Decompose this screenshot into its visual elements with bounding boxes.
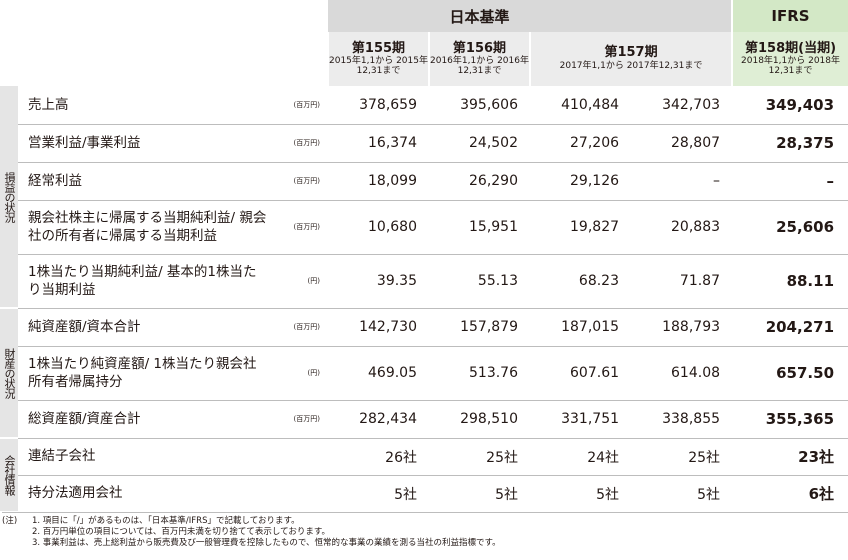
row-unit: (百万円) [268, 124, 328, 163]
row-label: 1株当たり純資産額/ 1株当たり親会社所有者帰属持分 [18, 346, 268, 401]
value-158: 349,403 [732, 86, 848, 125]
value-155: 16,374 [328, 124, 429, 163]
value-156: 25社 [429, 438, 530, 476]
value-157-jp: 27,206 [530, 124, 632, 163]
row-label: 持分法適用会社 [18, 475, 268, 513]
footnote-3: 3. 事業利益は、売上総利益から販売費及び一般管理費を控除したもので、恒常的な事… [32, 538, 501, 548]
row-label: 1株当たり当期純利益/ 基本的1株当たり当期利益 [18, 254, 268, 309]
table-row: 営業利益/事業利益 (百万円) 16,374 24,502 27,206 28,… [0, 124, 848, 163]
footnote-prefix: (注) [2, 516, 18, 526]
value-157-ifrs: – [631, 162, 733, 201]
value-157-jp: 19,827 [530, 200, 632, 255]
table-row: 1株当たり純資産額/ 1株当たり親会社所有者帰属持分 (円) 469.05 51… [0, 346, 848, 401]
value-158: 25,606 [732, 200, 848, 255]
financial-summary-table: 日本基準 IFRS 第155期 2015年1,1から 2015年12,31まで 第… [0, 0, 848, 513]
value-155: 378,659 [328, 86, 429, 125]
row-label: 親会社株主に帰属する当期純利益/ 親会社の所有者に帰属する当期利益 [18, 200, 268, 255]
row-unit [268, 475, 328, 513]
table-row: 財産の状況 純資産額/資本合計 (百万円) 142,730 157,879 18… [0, 308, 848, 439]
value-158: 657.50 [732, 346, 848, 401]
value-155: 282,434 [328, 400, 429, 439]
period-156: 第156期 2016年1,1から 2016年12,31まで [428, 32, 530, 86]
value-155: 142,730 [328, 308, 429, 347]
value-158: 23社 [732, 438, 848, 476]
row-label: 売上高 [18, 86, 268, 125]
value-156: 55.13 [429, 254, 530, 309]
ifrs-header: IFRS [731, 0, 848, 32]
value-158: 204,271 [732, 308, 848, 347]
row-unit: (百万円) [268, 200, 328, 255]
table-row: 損益の状況 売上高 (百万円) 378,659 395,606 410,484 … [0, 86, 848, 309]
period-157: 第157期 2017年1,1から 2017年12,31まで [528, 32, 733, 86]
row-unit: (円) [268, 254, 328, 309]
row-label: 経常利益 [18, 162, 268, 201]
value-156: 513.76 [429, 346, 530, 401]
row-unit [268, 438, 328, 476]
value-157-ifrs: 71.87 [631, 254, 733, 309]
value-157-jp: 24社 [530, 438, 632, 476]
value-156: 157,879 [429, 308, 530, 347]
table-row: 親会社株主に帰属する当期純利益/ 親会社の所有者に帰属する当期利益 (百万円) … [0, 200, 848, 255]
value-157-jp: 607.61 [530, 346, 632, 401]
value-155: 26社 [328, 438, 429, 476]
value-157-jp: 68.23 [530, 254, 632, 309]
value-157-ifrs: 338,855 [631, 400, 733, 439]
row-label: 総資産額/資産合計 [18, 400, 268, 439]
value-157-ifrs: 25社 [631, 438, 733, 476]
value-157-ifrs: 188,793 [631, 308, 733, 347]
section-profit-loss: 損益の状況 [0, 86, 18, 309]
value-158: 6社 [732, 475, 848, 513]
value-158: 88.11 [732, 254, 848, 309]
row-unit: (百万円) [268, 162, 328, 201]
row-label: 連結子会社 [18, 438, 268, 476]
footnotes: (注) 1. 項目に「/」があるものは、「日本基準/IFRS」で記載しております。… [2, 512, 848, 549]
value-157-ifrs: 20,883 [631, 200, 733, 255]
value-156: 26,290 [429, 162, 530, 201]
table-row: 経常利益 (百万円) 18,099 26,290 29,126 – – [0, 162, 848, 201]
value-157-jp: 29,126 [530, 162, 632, 201]
value-156: 395,606 [429, 86, 530, 125]
value-155: 5社 [328, 475, 429, 513]
table-row: 会社情報 連結子会社 26社 25社 24社 25社 23社 [0, 438, 848, 513]
value-156: 5社 [429, 475, 530, 513]
period-158: 第158期(当期) 2018年1,1から 2018年12,31まで [731, 32, 848, 86]
period-155: 第155期 2015年1,1から 2015年12,31まで [327, 32, 429, 86]
value-157-ifrs: 614.08 [631, 346, 733, 401]
value-158: – [732, 162, 848, 201]
table-row: 総資産額/資産合計 (百万円) 282,434 298,510 331,751 … [0, 400, 848, 439]
row-unit: (百万円) [268, 86, 328, 125]
value-156: 15,951 [429, 200, 530, 255]
footnote-1: (注) 1. 項目に「/」があるものは、「日本基準/IFRS」で記載しております。 [2, 516, 300, 526]
value-157-jp: 410,484 [530, 86, 632, 125]
table-row: 持分法適用会社 5社 5社 5社 5社 6社 [0, 475, 848, 513]
value-157-ifrs: 342,703 [631, 86, 733, 125]
value-157-ifrs: 5社 [631, 475, 733, 513]
header-row-systems: 日本基準 IFRS [0, 0, 848, 32]
value-157-jp: 187,015 [530, 308, 632, 347]
section-company: 会社情報 [0, 438, 18, 513]
value-155: 18,099 [328, 162, 429, 201]
value-155: 10,680 [328, 200, 429, 255]
value-157-jp: 331,751 [530, 400, 632, 439]
value-155: 39.35 [328, 254, 429, 309]
value-157-ifrs: 28,807 [631, 124, 733, 163]
value-158: 355,365 [732, 400, 848, 439]
value-157-jp: 5社 [530, 475, 632, 513]
value-158: 28,375 [732, 124, 848, 163]
value-156: 298,510 [429, 400, 530, 439]
row-label: 純資産額/資本合計 [18, 308, 268, 347]
value-156: 24,502 [429, 124, 530, 163]
footnote-2: 2. 百万円単位の項目については、百万円未満を切り捨てて表示しております。 [32, 527, 331, 537]
table-row: 1株当たり当期純利益/ 基本的1株当たり当期利益 (円) 39.35 55.13… [0, 254, 848, 309]
row-unit: (百万円) [268, 308, 328, 347]
section-financial: 財産の状況 [0, 308, 18, 439]
header-row-periods: 第155期 2015年1,1から 2015年12,31まで 第156期 2016年1… [0, 32, 848, 86]
row-label: 営業利益/事業利益 [18, 124, 268, 163]
value-155: 469.05 [328, 346, 429, 401]
row-unit: (百万円) [268, 400, 328, 439]
row-unit: (円) [268, 346, 328, 401]
japan-gaap-header: 日本基準 [328, 0, 632, 32]
